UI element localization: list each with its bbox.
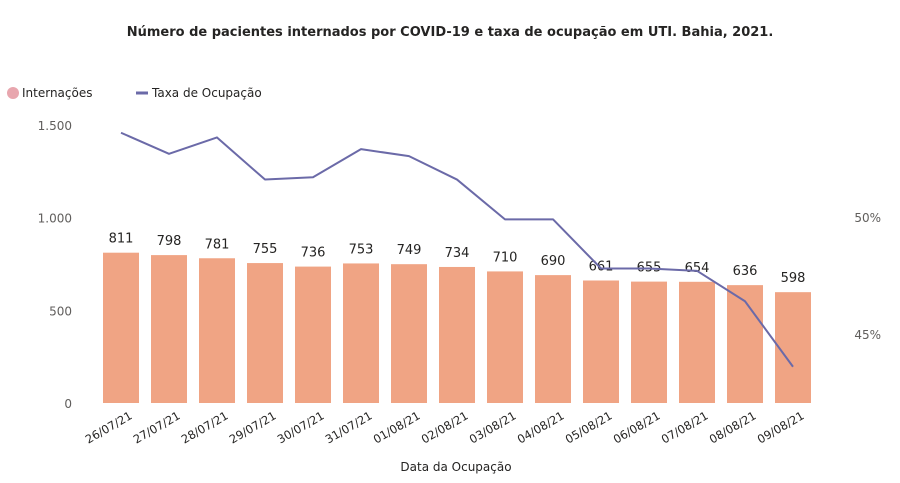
line-point[interactable] xyxy=(167,152,171,156)
bar-data-label: 734 xyxy=(445,246,470,261)
line-point[interactable] xyxy=(551,217,555,221)
x-tick-label: 28/07/21 xyxy=(179,408,231,446)
x-tick-label: 05/08/21 xyxy=(563,408,615,446)
x-tick-label: 31/07/21 xyxy=(323,408,375,446)
x-tick-label: 02/08/21 xyxy=(419,408,471,446)
line-point[interactable] xyxy=(263,178,267,182)
bar-data-label: 654 xyxy=(685,261,710,276)
bar[interactable] xyxy=(247,263,283,403)
bar-data-label: 755 xyxy=(253,242,278,257)
y-tick-label: 1.000 xyxy=(38,212,72,226)
bar-data-label: 753 xyxy=(349,242,374,257)
bar[interactable] xyxy=(295,266,331,403)
line-point[interactable] xyxy=(215,135,219,139)
x-tick-label: 30/07/21 xyxy=(275,408,327,446)
legend-circle-icon xyxy=(7,87,19,99)
y-tick-label: 1.500 xyxy=(38,119,72,133)
bar[interactable] xyxy=(151,255,187,403)
bar-data-label: 798 xyxy=(157,234,182,249)
line-point[interactable] xyxy=(407,154,411,158)
line-point[interactable] xyxy=(647,266,651,270)
x-tick-label: 06/08/21 xyxy=(611,408,663,446)
bar-data-label: 736 xyxy=(301,246,326,261)
bar-data-label: 811 xyxy=(109,232,134,247)
legend-label-internacoes: Internações xyxy=(22,86,93,100)
legend-item-internacoes[interactable]: Internações xyxy=(7,86,93,100)
bar-data-label: 598 xyxy=(781,271,806,286)
data-labels: 8117987817557367537497347106906616556546… xyxy=(109,232,806,286)
bar[interactable] xyxy=(583,280,619,403)
line-point[interactable] xyxy=(743,299,747,303)
bar[interactable] xyxy=(679,281,715,403)
line-point[interactable] xyxy=(119,131,123,135)
y2-tick-label: 50% xyxy=(854,211,881,225)
bar[interactable] xyxy=(631,281,667,403)
bar[interactable] xyxy=(103,252,139,403)
y-axis-right: 45% 50% xyxy=(854,211,881,342)
bar[interactable] xyxy=(775,292,811,403)
line-point[interactable] xyxy=(311,175,315,179)
chart-title: Número de pacientes internados por COVID… xyxy=(127,25,774,40)
y-tick-label: 500 xyxy=(49,304,72,318)
legend-label-taxa: Taxa de Ocupação xyxy=(151,86,262,100)
line-series xyxy=(119,131,795,369)
x-tick-label: 03/08/21 xyxy=(467,408,519,446)
x-tick-label: 26/07/21 xyxy=(83,408,135,446)
bar-data-label: 749 xyxy=(397,243,422,258)
x-tick-label: 08/08/21 xyxy=(707,408,759,446)
line-point[interactable] xyxy=(359,147,363,151)
line-point[interactable] xyxy=(455,178,459,182)
line-path xyxy=(120,131,794,368)
line-point[interactable] xyxy=(695,269,699,273)
bar-data-label: 690 xyxy=(541,254,566,269)
x-tick-label: 09/08/21 xyxy=(755,408,807,446)
legend-item-taxa[interactable]: Taxa de Ocupação xyxy=(136,86,262,100)
x-tick-label: 07/08/21 xyxy=(659,408,711,446)
x-tick-label: 27/07/21 xyxy=(131,408,183,446)
bar-data-label: 710 xyxy=(493,250,518,265)
bar-data-label: 781 xyxy=(205,237,230,252)
line-point[interactable] xyxy=(791,365,795,369)
bar[interactable] xyxy=(199,258,235,403)
line-point[interactable] xyxy=(503,217,507,221)
x-tick-label: 01/08/21 xyxy=(371,408,423,446)
y2-tick-label: 45% xyxy=(854,328,881,342)
bar-data-label: 636 xyxy=(733,264,758,279)
y-tick-label: 0 xyxy=(64,397,72,411)
bar[interactable] xyxy=(727,285,763,403)
line-point[interactable] xyxy=(599,266,603,270)
x-tick-label: 29/07/21 xyxy=(227,408,279,446)
bar[interactable] xyxy=(343,263,379,403)
x-tick-label: 04/08/21 xyxy=(515,408,567,446)
x-axis-title: Data da Ocupação xyxy=(400,460,511,474)
bar[interactable] xyxy=(391,264,427,403)
x-axis: 26/07/2127/07/2128/07/2129/07/2130/07/21… xyxy=(83,408,807,446)
legend: Internações Taxa de Ocupação xyxy=(7,86,262,100)
y-axis-left: 0 500 1.000 1.500 xyxy=(38,119,72,411)
bar-series xyxy=(103,252,811,403)
bar[interactable] xyxy=(535,275,571,403)
bar[interactable] xyxy=(439,266,475,403)
bar[interactable] xyxy=(487,271,523,403)
